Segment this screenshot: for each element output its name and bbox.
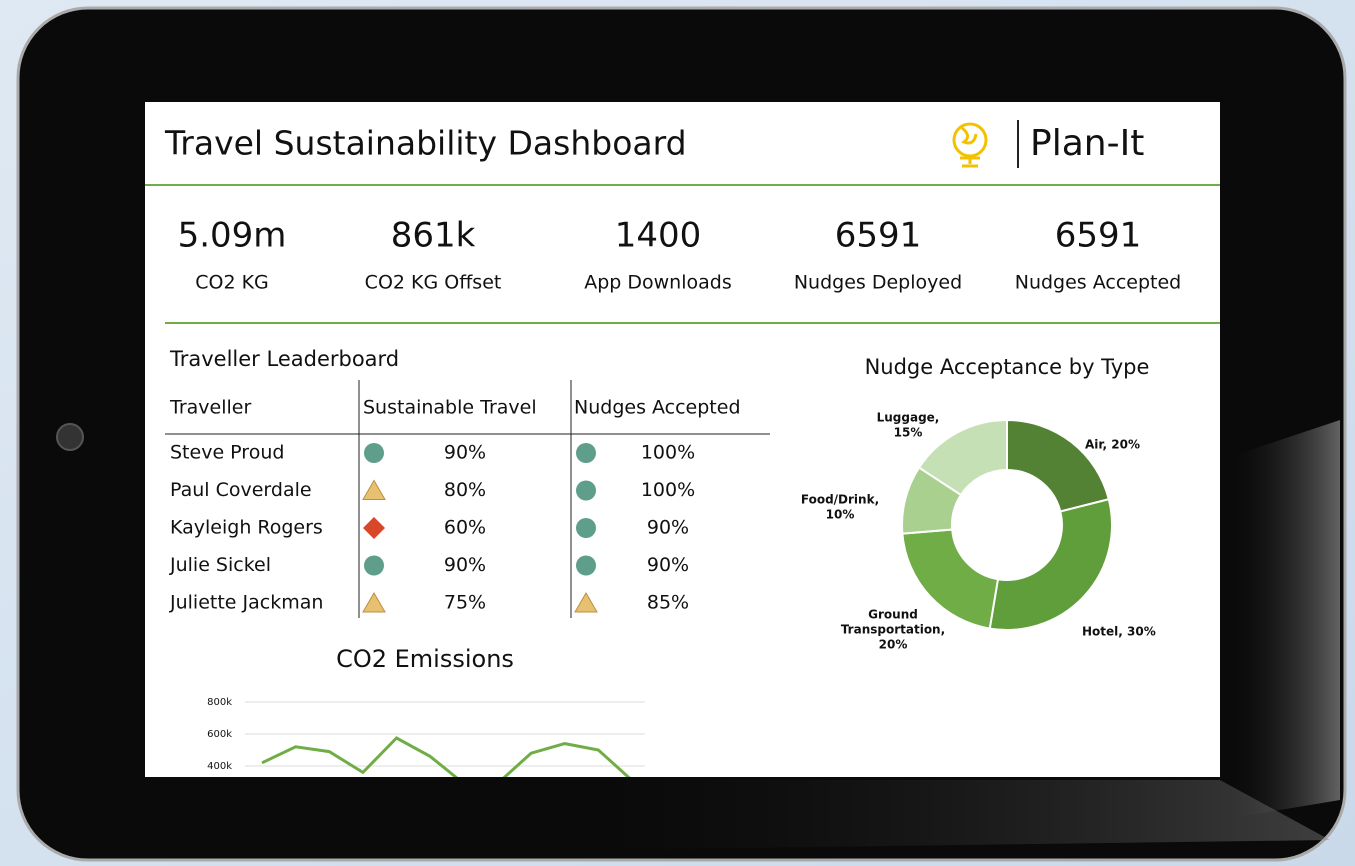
kpi-value: 861k [391, 216, 476, 256]
column-header: Sustainable Travel [363, 397, 537, 419]
nudges-value: 100% [641, 442, 695, 464]
slice-label: Luggage, [877, 411, 940, 425]
slice-label: 10% [826, 508, 855, 522]
donut-slice [1006, 418, 1111, 513]
line-series [261, 736, 631, 777]
kpi-label: Nudges Accepted [1015, 272, 1182, 294]
slice-label: Food/Drink, [801, 493, 879, 507]
donut-slice [917, 418, 1008, 497]
status-icon [362, 479, 386, 500]
brand: Plan-It [1030, 123, 1144, 164]
kpi-value: 6591 [835, 216, 922, 256]
kpi-value: 5.09m [178, 216, 287, 256]
nudges-value: 85% [647, 592, 689, 614]
traveller-name: Julie Sickel [169, 554, 271, 576]
leaderboard-title: Traveller Leaderboard [169, 347, 399, 371]
status-icon [364, 443, 384, 463]
logo [960, 126, 980, 168]
traveller-name: Juliette Jackman [169, 592, 323, 614]
status-icon [364, 555, 384, 576]
kpi-label: CO2 KG Offset [365, 272, 502, 294]
slice-label: 20% [879, 638, 908, 652]
glare [500, 780, 1330, 850]
donut-slice [988, 498, 1113, 631]
kpi-label: Nudges Deployed [794, 272, 962, 294]
nudges-value: 100% [641, 479, 695, 501]
sustainable-value: 75% [444, 592, 486, 614]
kpi-label: App Downloads [584, 272, 732, 294]
title: Travel Sustainability Dashboard [164, 124, 687, 163]
dashboard: Travel Sustainability Dashboard Plan-It … [145, 120, 1220, 777]
traveller-name: Kayleigh Rogers [170, 517, 323, 539]
column-header: Nudges Accepted [574, 397, 741, 419]
status-icon [576, 480, 596, 501]
status-icon [576, 518, 596, 538]
status-icon [576, 443, 596, 463]
slice-label: Air, 20% [1085, 438, 1140, 452]
traveller-name: Paul Coverdale [170, 479, 312, 501]
y-tick-label: 400k [207, 761, 232, 772]
slice-label: Ground [868, 608, 918, 622]
y-tick-label: 600k [207, 729, 232, 740]
donut-slice [901, 528, 1000, 630]
sustainable-value: 90% [444, 554, 486, 576]
nudges-value: 90% [647, 554, 689, 576]
slice-label: Hotel, 30% [1082, 625, 1156, 639]
status-icon [574, 592, 598, 613]
chart-title: CO2 Emissions [336, 645, 514, 673]
sustainable-value: 80% [444, 479, 486, 501]
sustainable-value: 60% [444, 517, 486, 539]
chart-title: Nudge Acceptance by Type [865, 355, 1150, 379]
slice-label: 15% [894, 426, 923, 440]
camera [56, 423, 84, 451]
nudges-value: 90% [647, 517, 689, 539]
status-icon [363, 517, 385, 539]
glare [1220, 420, 1340, 820]
slice-label: Transportation, [841, 623, 945, 637]
status-icon [576, 555, 596, 576]
status-icon [362, 592, 386, 613]
sustainable-value: 90% [444, 442, 486, 464]
traveller-name: Steve Proud [170, 442, 284, 464]
y-tick-label: 800k [207, 697, 232, 708]
kpi-value: 1400 [615, 216, 702, 256]
kpi-label: CO2 KG [195, 272, 269, 294]
column-header: Traveller [169, 397, 251, 419]
kpi-value: 6591 [1055, 216, 1142, 256]
